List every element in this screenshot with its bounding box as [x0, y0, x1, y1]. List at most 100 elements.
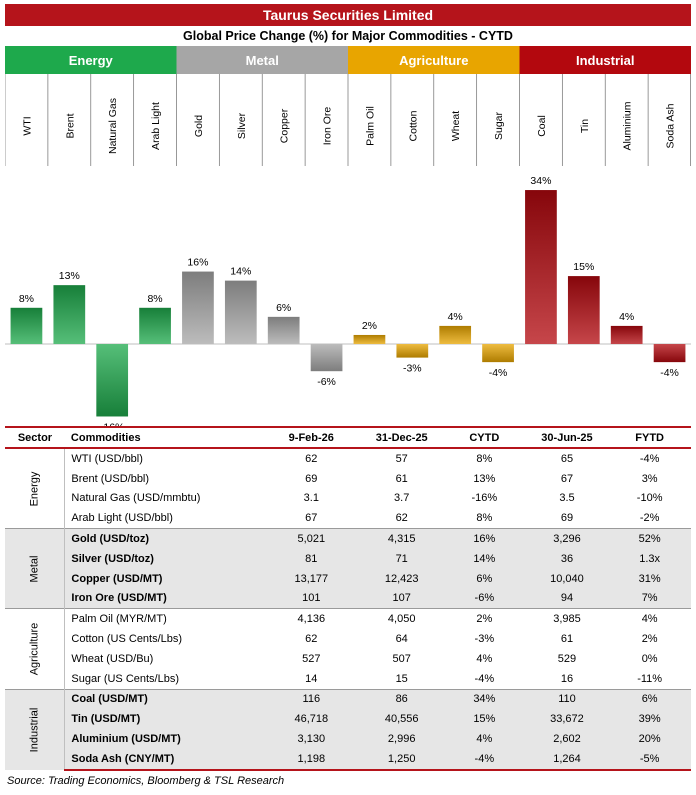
data-label: 8%	[147, 293, 162, 305]
price-jun: 36	[525, 548, 609, 569]
bar-sugar	[482, 344, 514, 363]
bar-cotton	[396, 344, 429, 358]
data-label: -4%	[660, 367, 679, 379]
commodity-name: Palm Oil (MYR/MT)	[64, 608, 263, 630]
table-row: Cotton (US Cents/Lbs) 62 64 -3% 61 2%	[5, 629, 691, 649]
cytd-change: 16%	[443, 528, 526, 549]
price-current: 116	[262, 688, 361, 710]
sector-band-label: Industrial	[576, 53, 635, 68]
sector-cell: Energy	[5, 448, 66, 529]
data-label: 13%	[59, 270, 80, 282]
price-current: 13,177	[262, 568, 361, 589]
price-jun: 529	[557, 652, 577, 665]
sector-label: Energy	[28, 471, 41, 507]
sector-band-agriculture	[348, 46, 520, 74]
bar-wheat	[439, 325, 472, 345]
report-panel: Taurus Securities Limited Global Price C…	[5, 4, 691, 787]
category-label: Gold	[193, 115, 205, 137]
price-dec: 507	[392, 652, 411, 665]
category-label: Brent	[64, 113, 76, 138]
commodity-name: Tin (USD/MT)	[64, 709, 263, 730]
sector-band-label: Energy	[69, 53, 114, 68]
price-dec: 1,250	[360, 748, 444, 771]
fytd-change: 31%	[608, 568, 691, 589]
category-label: Aluminium	[622, 101, 634, 150]
header-price-jun: 30-Jun-25	[525, 426, 609, 449]
price-jun: 67	[560, 472, 574, 485]
cytd-change: 15%	[443, 709, 526, 730]
data-label: 6%	[276, 302, 291, 314]
fytd-change: 2%	[641, 633, 658, 646]
commodity-name: Iron Ore (USD/MT)	[64, 588, 263, 609]
price-current: 527	[302, 652, 321, 665]
fytd-change: 39%	[608, 709, 691, 730]
bar-gold	[182, 271, 214, 345]
sector-label: Agriculture	[28, 622, 41, 676]
table-row: Iron Ore (USD/MT) 101 107 -6% 94 7%	[5, 588, 691, 609]
price-current: 1,198	[262, 748, 361, 771]
sector-cell: Metal	[5, 528, 66, 609]
cytd-change: 4%	[476, 652, 493, 665]
price-current: 81	[262, 548, 361, 569]
table-row: Agriculture Palm Oil (MYR/MT) 4,136 4,050 2%…	[5, 608, 691, 690]
table-body: Energy WTI (USD/bbl) 62 57 8% 65 -4% Brent (USD…	[5, 448, 691, 771]
fytd-change: 52%	[608, 528, 691, 549]
sector-label: Industrial	[28, 707, 41, 752]
header-commodities: Commodities	[64, 426, 263, 449]
sector-label: Metal	[28, 555, 41, 583]
data-label: 4%	[619, 311, 634, 323]
sector-cell: Industrial	[5, 688, 66, 770]
price-current: 46,718	[262, 709, 361, 730]
commodity-name: Brent (USD/bbl)	[71, 472, 150, 485]
fytd-change: -2%	[639, 512, 660, 525]
bar-aluminium	[610, 325, 643, 345]
cytd-change: 8%	[476, 452, 493, 465]
price-dec: 71	[360, 548, 444, 569]
table-row: Silver (USD/toz) 81 71 14% 36 1.3x	[5, 548, 691, 569]
price-dec: 12,423	[360, 568, 444, 589]
cytd-change: 13%	[473, 472, 496, 485]
category-label: Soda Ash	[665, 103, 677, 148]
price-jun: 1,264	[525, 748, 609, 771]
table-row: Metal Gold (USD/toz) 5,021 4,315 16% 3,296 52%	[5, 528, 691, 609]
commodity-name: Copper (USD/MT)	[64, 568, 263, 589]
sector-cell: Agriculture	[5, 608, 66, 690]
category-label: Coal	[536, 115, 548, 137]
bar-arab-light	[139, 307, 171, 345]
table-row: Sugar (US Cents/Lbs) 14 15 -4% 16 -11%	[5, 669, 691, 689]
category-label: Arab Light	[150, 102, 162, 150]
price-dec: 62	[395, 512, 408, 525]
commodity-name: Gold (USD/toz)	[64, 528, 263, 549]
table-header-row: Sector Commodities 9-Feb-26 31-Dec-25 CY…	[5, 426, 691, 449]
bar-palm-oil	[353, 334, 386, 345]
commodity-name: Wheat (USD/Bu)	[71, 652, 154, 665]
fytd-change: 0%	[641, 652, 658, 665]
price-dec: 2,996	[360, 729, 444, 749]
price-dec: 64	[395, 633, 408, 646]
bar-silver	[224, 280, 257, 345]
commodity-name: Sugar (US Cents/Lbs)	[71, 672, 180, 685]
sector-band-energy	[5, 46, 177, 74]
price-dec: 61	[395, 472, 408, 485]
cytd-change: -3%	[474, 633, 495, 646]
fytd-change: -4%	[639, 452, 660, 465]
commodity-name: Natural Gas (USD/mmbtu)	[71, 492, 201, 505]
commodity-name: Soda Ash (CNY/MT)	[64, 748, 263, 771]
commodity-name: Arab Light (USD/bbl)	[71, 512, 173, 525]
data-label: 16%	[187, 257, 208, 269]
price-jun: 3.5	[559, 492, 575, 505]
bar-iron-ore	[310, 344, 343, 372]
price-current: 3,130	[262, 729, 361, 749]
cytd-change: 6%	[443, 568, 526, 589]
price-current: 3.1	[303, 492, 319, 505]
table-row: Industrial Coal (USD/MT) 116 86 34% 110 6%	[5, 688, 691, 770]
price-current: 14	[305, 672, 318, 685]
price-jun: 3,985	[525, 608, 609, 630]
category-label: Copper	[279, 108, 291, 143]
sector-band-metal	[176, 46, 348, 74]
fytd-change: -5%	[608, 748, 691, 771]
table-row: Brent (USD/bbl) 69 61 13% 67 3%	[5, 469, 691, 489]
bar-coal	[525, 190, 557, 345]
fytd-change: 7%	[608, 588, 691, 609]
source-note: Source: Trading Economics, Bloomberg & T…	[7, 774, 285, 787]
